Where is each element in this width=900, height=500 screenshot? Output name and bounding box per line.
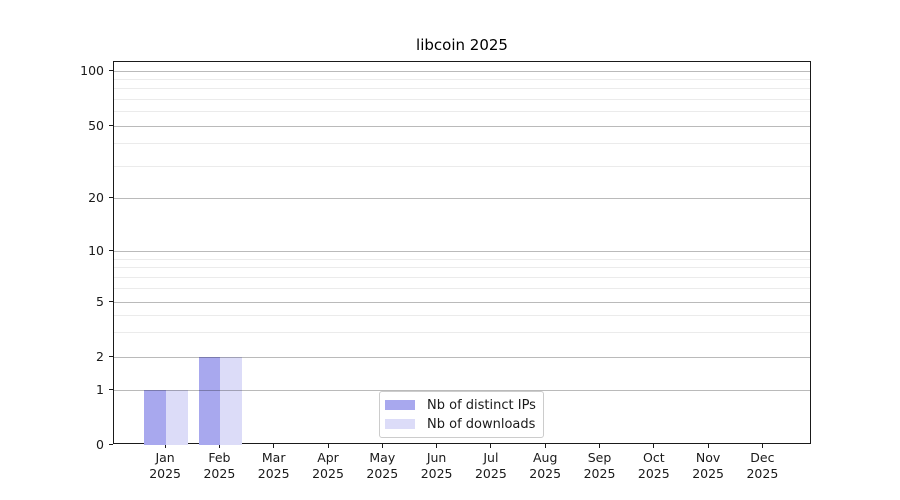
x-tick-label-aug: Aug 2025: [529, 450, 562, 481]
major-gridline: [114, 251, 810, 253]
legend-label-distinct-ips: Nb of distinct IPs: [427, 397, 536, 413]
y-tick-label: 5: [96, 293, 104, 309]
major-gridline: [114, 125, 810, 127]
y-tick-label: 1: [96, 381, 104, 397]
x-tick-label-jul: Jul 2025: [474, 450, 507, 481]
chart-title: libcoin 2025: [416, 36, 508, 54]
plot-area: Nb of distinct IPs Nb of downloads: [113, 61, 811, 445]
major-gridline: [114, 301, 810, 303]
minor-gridline: [114, 143, 810, 145]
y-tick-label: 50: [88, 117, 104, 133]
minor-gridline: [114, 267, 810, 269]
major-gridline: [114, 356, 810, 358]
major-gridline: [114, 70, 810, 72]
x-tick-label-nov: Nov 2025: [692, 450, 724, 481]
minor-gridline: [114, 78, 810, 80]
y-tick-mark: [109, 355, 113, 357]
x-tick-mark: [761, 444, 763, 448]
legend-swatch-distinct-ips: [385, 400, 415, 410]
x-tick-mark: [436, 444, 438, 448]
minor-gridline: [114, 111, 810, 113]
x-tick-mark: [218, 444, 220, 448]
y-tick-mark: [109, 197, 113, 199]
minor-gridline: [114, 288, 810, 290]
bar-feb-series1: [220, 357, 243, 445]
x-tick-label-apr: Apr 2025: [312, 450, 344, 481]
legend-entry-distinct-ips: Nb of distinct IPs: [385, 397, 536, 414]
legend-label-downloads: Nb of downloads: [427, 416, 536, 432]
legend-swatch-downloads: [385, 419, 415, 429]
x-tick-label-oct: Oct 2025: [637, 450, 670, 481]
bar-jan-series1: [166, 390, 188, 445]
y-tick-mark: [109, 69, 113, 71]
x-tick-mark: [273, 444, 275, 448]
bar-feb-series0: [198, 357, 221, 445]
minor-gridline: [114, 88, 810, 90]
x-tick-label-jun: Jun 2025: [420, 450, 453, 481]
x-tick-mark: [327, 444, 329, 448]
y-tick-mark: [109, 443, 113, 445]
major-gridline: [114, 198, 810, 200]
x-tick-label-feb: Feb 2025: [203, 450, 236, 481]
x-tick-label-sep: Sep 2025: [583, 450, 616, 481]
x-tick-mark: [164, 444, 166, 448]
minor-gridline: [114, 98, 810, 100]
y-tick-label: 0: [96, 436, 104, 452]
minor-gridline: [114, 277, 810, 279]
minor-gridline: [114, 332, 810, 334]
y-tick-mark: [109, 250, 113, 252]
x-tick-mark: [544, 444, 546, 448]
x-tick-mark: [490, 444, 492, 448]
y-tick-mark: [109, 388, 113, 390]
minor-gridline: [114, 258, 810, 260]
bar-jan-series0: [144, 390, 167, 445]
x-tick-mark: [707, 444, 709, 448]
y-tick-label: 10: [88, 243, 104, 259]
y-tick-mark: [109, 300, 113, 302]
major-gridline: [114, 389, 810, 391]
minor-gridline: [114, 315, 810, 317]
y-tick-label: 20: [88, 190, 104, 206]
y-tick-label: 2: [96, 348, 104, 364]
x-tick-label-dec: Dec 2025: [746, 450, 779, 481]
x-tick-label-mar: Mar 2025: [257, 450, 290, 481]
x-tick-mark: [599, 444, 600, 448]
y-tick-label: 100: [80, 62, 104, 78]
minor-gridline: [114, 166, 810, 168]
legend: Nb of distinct IPs Nb of downloads: [379, 391, 544, 438]
x-tick-mark: [653, 444, 655, 448]
legend-entry-downloads: Nb of downloads: [385, 416, 535, 433]
x-tick-label-may: May 2025: [366, 450, 399, 481]
y-tick-mark: [109, 124, 113, 126]
x-tick-mark: [381, 444, 383, 448]
x-tick-label-jan: Jan 2025: [149, 450, 181, 481]
